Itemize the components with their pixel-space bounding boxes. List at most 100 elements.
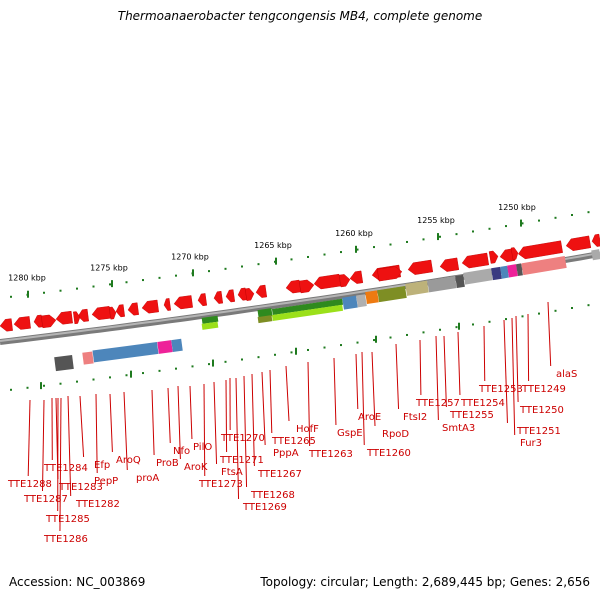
scale-tick: [406, 240, 408, 243]
scale-tick: [109, 283, 111, 286]
scale-label: 1250 kbp: [498, 203, 536, 212]
scale-tick: [224, 360, 227, 363]
gene-label: TTE1263: [308, 449, 353, 460]
gene-label: TTE1287: [23, 494, 68, 505]
genome-summary-text: Topology: circular; Length: 2,689,445 bp…: [260, 575, 590, 589]
scale-tick: [10, 388, 12, 391]
major-tick: [111, 280, 113, 288]
gene-label: TTE1255: [449, 410, 494, 421]
label-line: [361, 351, 365, 446]
gene-label: AroQ: [116, 455, 141, 466]
gene-arrow: [41, 314, 57, 329]
cog-bar: [82, 351, 94, 365]
gene-arrow: [109, 306, 117, 320]
scale-tick: [175, 367, 177, 370]
label-line: [42, 399, 45, 492]
scale-tick: [571, 307, 573, 310]
gene-label: TTE1271: [219, 455, 264, 466]
cog-bar: [491, 266, 502, 281]
gene-label: TTE1253: [478, 384, 523, 395]
gene-label: SmtA3: [442, 423, 475, 434]
cog-bar: [365, 290, 379, 305]
scale-tick: [241, 265, 243, 268]
label-line: [285, 365, 290, 422]
gene-arrow: [407, 259, 434, 275]
gene-arrow: [73, 311, 81, 325]
scale-tick: [439, 328, 441, 331]
gene-arrow: [298, 279, 315, 294]
label-line: [243, 375, 248, 488]
cog-bar: [427, 276, 457, 293]
cog-bar: [521, 256, 567, 276]
label-line: [503, 319, 508, 424]
label-line: [511, 317, 516, 436]
label-line: [213, 381, 218, 465]
gene-arrow: [13, 316, 31, 330]
gene-label: TTE1273: [198, 479, 243, 490]
scale-label: 1265 kbp: [254, 241, 292, 250]
gene-arrow: [0, 318, 13, 332]
major-tick: [355, 245, 357, 253]
cog-bar: [455, 274, 465, 288]
scale-tick: [142, 372, 144, 375]
label-line: [167, 387, 171, 444]
scale-tick: [224, 267, 227, 270]
scale-tick: [59, 382, 62, 385]
gene-label: TTE1284: [43, 463, 88, 474]
scale-tick: [472, 323, 474, 326]
gene-label: TTE1250: [519, 405, 564, 416]
label-line: [261, 371, 266, 446]
gene-label: FtsA: [221, 467, 243, 478]
label-line: [235, 377, 240, 500]
gene-label: TTE1257: [415, 398, 460, 409]
scale-tick: [472, 230, 474, 233]
scale-tick: [340, 251, 342, 254]
accession-text: Accession: NC_003869: [9, 575, 146, 589]
label-line: [527, 313, 530, 382]
cog-bars: [54, 249, 600, 372]
gene-label: RpoD: [382, 429, 409, 440]
label-line: [457, 331, 461, 396]
major-tick: [192, 269, 194, 277]
cog-bar: [516, 263, 523, 277]
scale-tick: [241, 358, 243, 361]
label-line: [355, 353, 359, 410]
scale-tick: [571, 214, 573, 217]
cog-bar: [342, 295, 358, 310]
gene-arrow: [255, 284, 268, 298]
scale-tick: [455, 326, 458, 329]
scale-tick: [521, 222, 524, 225]
scale-label: 1260 kbp: [335, 229, 373, 238]
scale-tick: [290, 351, 293, 354]
gene-arrow: [91, 306, 111, 320]
major-tick: [295, 347, 297, 355]
scale-tick: [356, 341, 359, 344]
scale-tick: [175, 274, 177, 277]
scale-tick: [373, 339, 375, 342]
label-line: [67, 395, 72, 497]
scale-tick: [373, 246, 375, 249]
scale-tick: [43, 384, 45, 387]
scale-tick: [587, 304, 590, 307]
scale-tick: [307, 348, 309, 351]
gene-label: Nfo: [173, 446, 190, 457]
gene-label: PppA: [273, 448, 299, 459]
major-tick: [437, 233, 439, 241]
gene-arrow: [376, 266, 403, 282]
label-lines: [27, 301, 552, 532]
scale-tick: [257, 263, 260, 266]
scale-tick: [307, 255, 309, 258]
map-title: Thermoanaerobacter tengcongensis MB4, co…: [117, 9, 483, 23]
scale-tick: [488, 320, 491, 323]
scale-tick: [455, 233, 458, 236]
gene-label: proA: [136, 473, 159, 484]
major-tick: [275, 257, 277, 265]
gene-arrow: [163, 298, 171, 311]
scale-tick: [323, 346, 326, 349]
scale-tick: [158, 276, 161, 279]
scale-tick: [26, 386, 29, 389]
cog-bar: [507, 264, 518, 278]
major-tick: [375, 335, 377, 343]
gene-label: TTE1269: [242, 502, 287, 513]
